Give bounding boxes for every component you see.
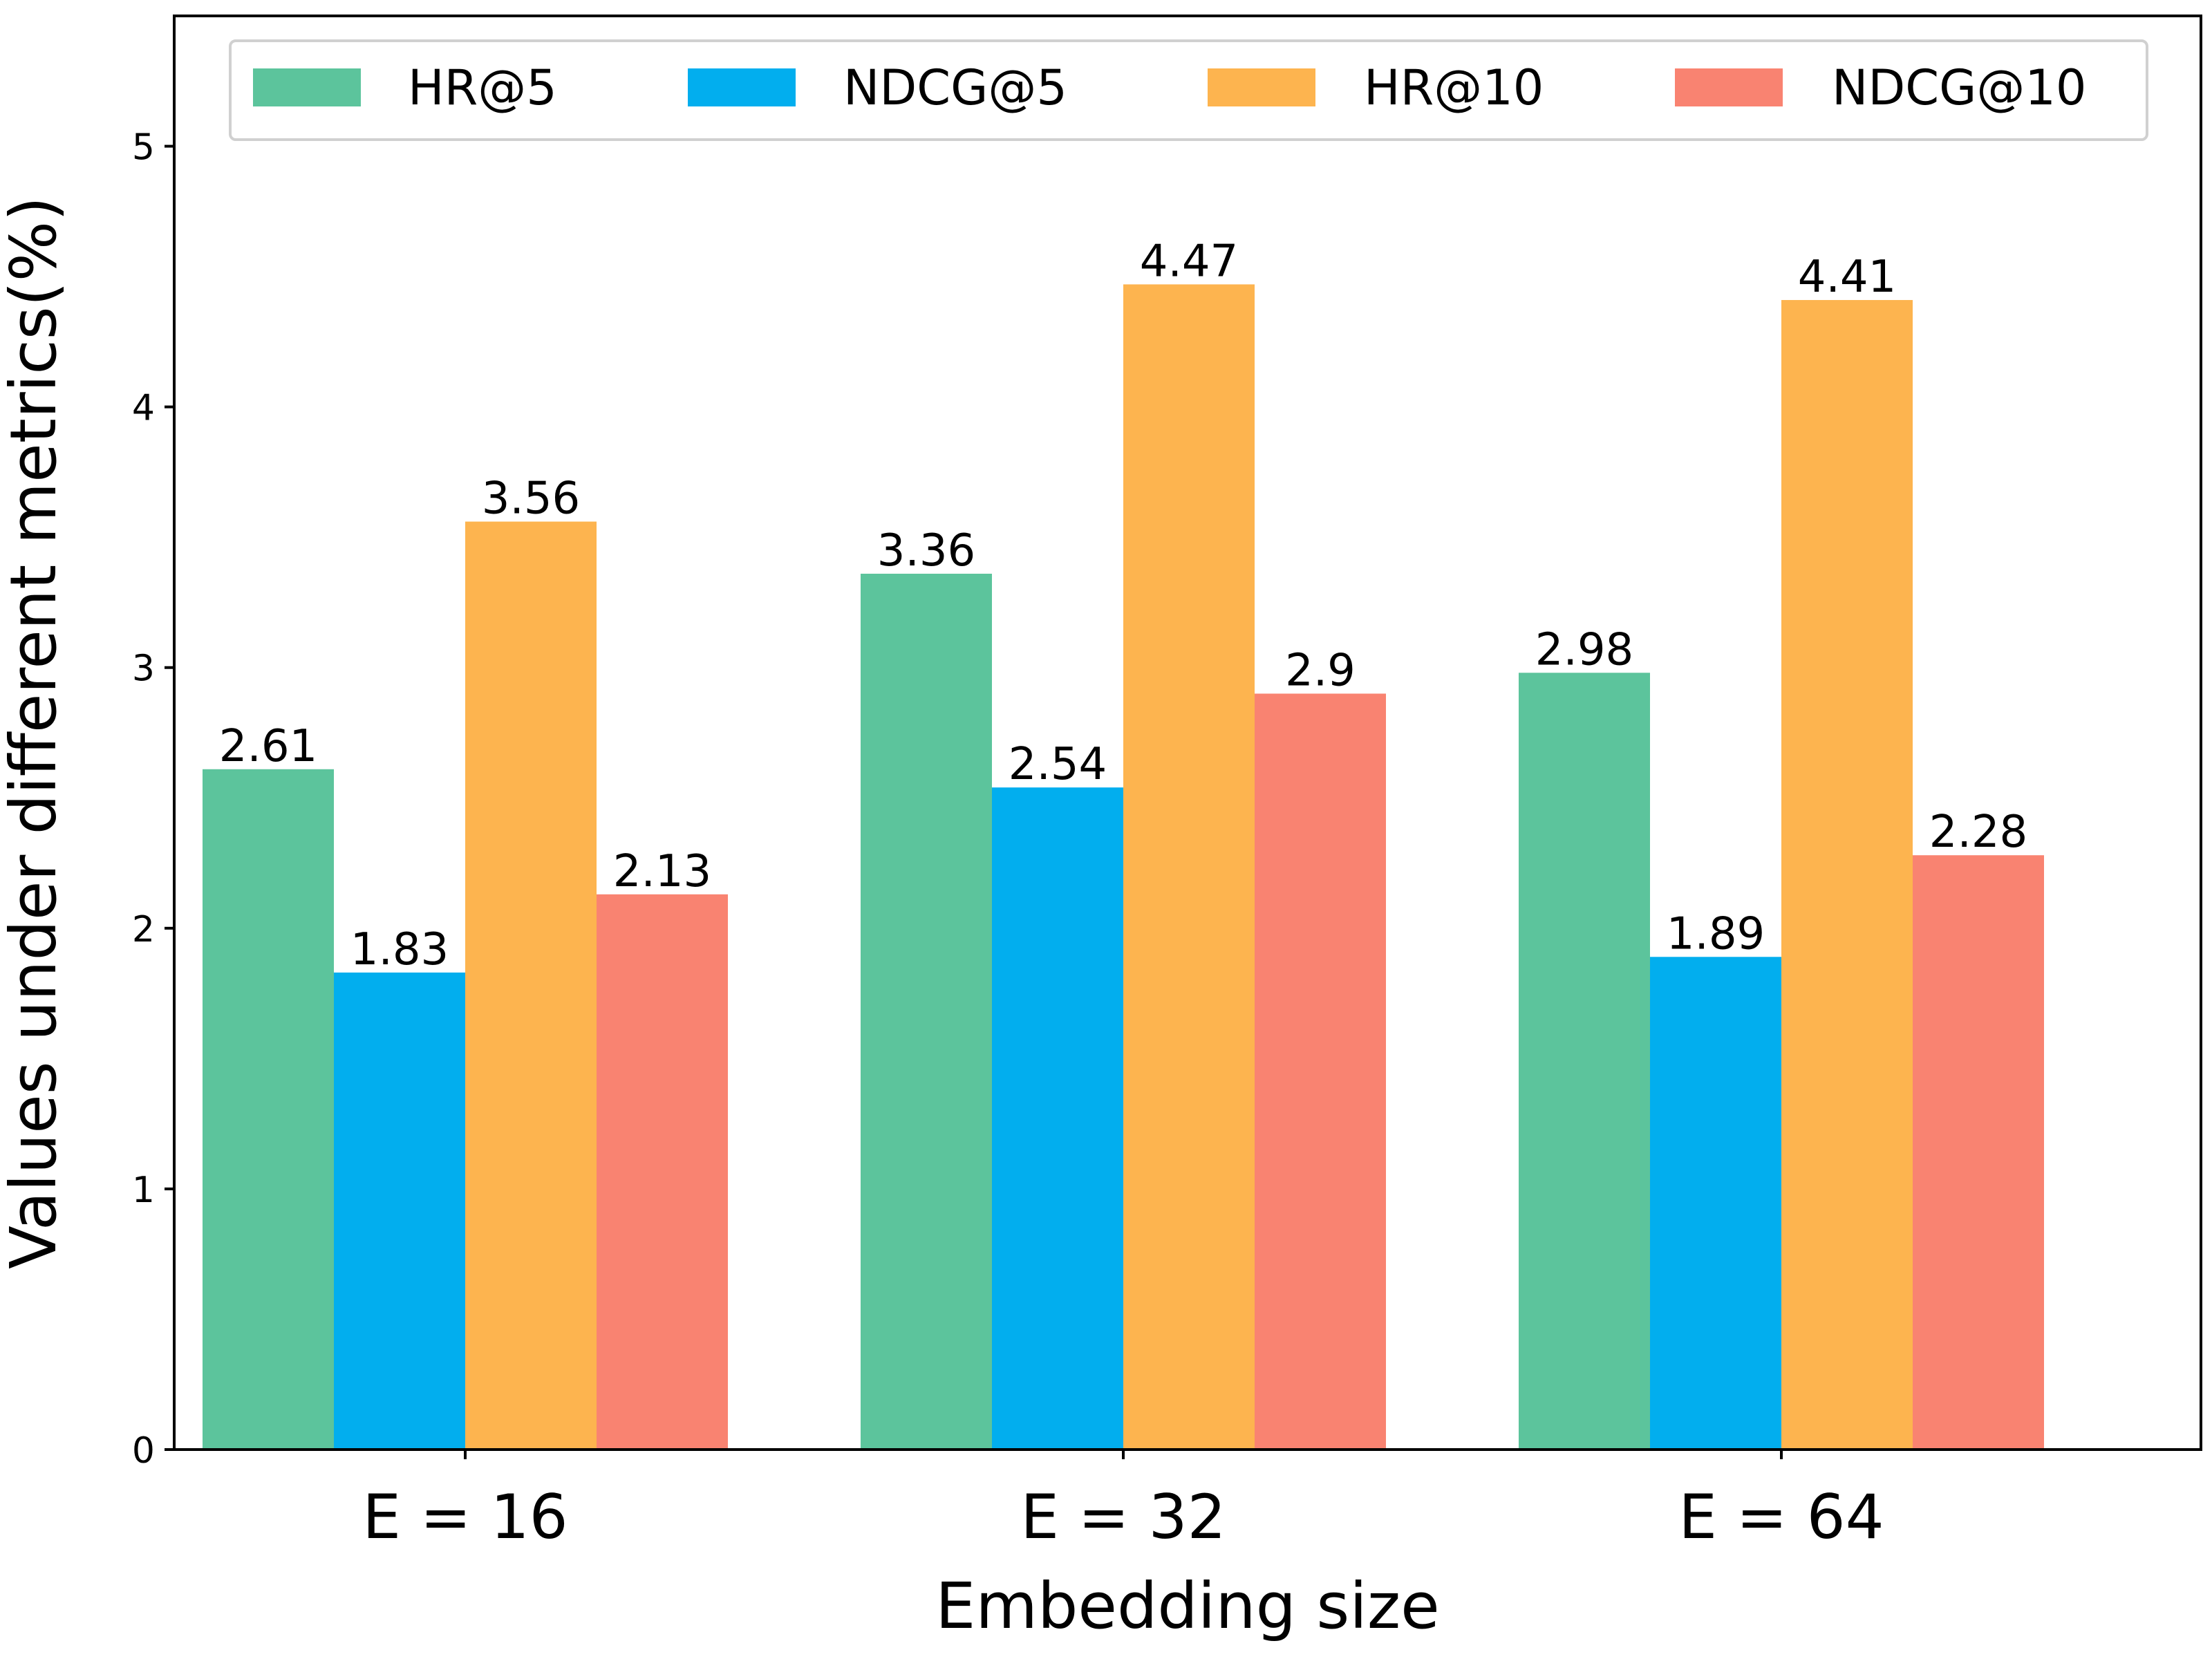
- bars-layer: [203, 284, 2044, 1450]
- x-axis-title: Embedding size: [935, 1569, 1439, 1643]
- data-label: 2.54: [1009, 739, 1107, 790]
- data-label: 3.36: [877, 525, 976, 577]
- legend-swatch: [253, 68, 361, 106]
- bar-ndcg-at-10-3: [1913, 855, 2044, 1450]
- legend-label: NDCG@10: [1832, 59, 2086, 116]
- legend-label: HR@10: [1364, 59, 1544, 116]
- data-label: 1.89: [1667, 908, 1765, 959]
- bar-hr-at-10-2: [1123, 284, 1255, 1450]
- y-tick-label: 3: [132, 648, 155, 690]
- y-axis-title: Values under different metrics(%): [0, 196, 71, 1269]
- legend: HR@5 NDCG@5 HR@10 NDCG@10: [229, 39, 2148, 141]
- bar-ndcg-at-10-2: [1255, 693, 1386, 1450]
- bar-ndcg-at-5-3: [1650, 957, 1781, 1450]
- y-tick-label: 1: [132, 1170, 155, 1211]
- y-tick-label: 2: [132, 909, 155, 950]
- x-tick-label: E = 16: [362, 1481, 568, 1553]
- y-tick-label: 4: [132, 388, 155, 429]
- legend-swatch: [1675, 68, 1783, 106]
- data-label: 2.98: [1535, 624, 1634, 675]
- bar-hr-at-5-1: [203, 769, 334, 1450]
- bar-hr-at-10-3: [1781, 300, 1913, 1450]
- bar-ndcg-at-5-1: [334, 972, 465, 1450]
- bar-hr-at-5-2: [861, 573, 992, 1450]
- data-label: 2.61: [219, 721, 318, 772]
- data-label: 2.28: [1929, 807, 2028, 858]
- x-tick-label: E = 32: [1020, 1481, 1226, 1553]
- legend-swatch: [688, 68, 796, 106]
- data-label: 2.13: [613, 846, 712, 897]
- axes-layer: 0 1 2 3 4 5 E = 16 E = 32 E = 64: [132, 15, 2202, 1553]
- bar-ndcg-at-10-1: [597, 894, 728, 1450]
- bar-hr-at-5-3: [1519, 673, 1650, 1450]
- data-label: 4.47: [1140, 236, 1239, 287]
- y-tick-label: 0: [132, 1430, 155, 1472]
- bar-ndcg-at-5-2: [992, 787, 1123, 1450]
- legend-label: NDCG@5: [843, 59, 1067, 116]
- plot-frame: [173, 15, 2202, 1451]
- legend-box: [229, 39, 2148, 141]
- legend-label: HR@5: [408, 59, 557, 116]
- data-label: 4.41: [1798, 252, 1897, 303]
- data-label: 3.56: [482, 474, 581, 525]
- data-labels-layer: 2.61 3.36 2.98 1.83 2.54 1.89 3.56 4.47 4.41 2.13…: [219, 236, 2028, 975]
- bar-hr-at-10-1: [465, 521, 597, 1450]
- data-label: 1.83: [350, 924, 449, 975]
- y-tick-label: 5: [132, 127, 155, 169]
- x-tick-label: E = 64: [1678, 1481, 1884, 1553]
- data-label: 2.9: [1285, 645, 1356, 696]
- legend-swatch: [1208, 68, 1315, 106]
